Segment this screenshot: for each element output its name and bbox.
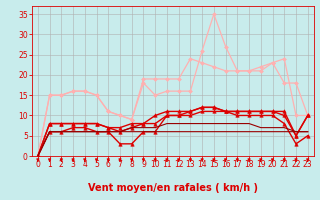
- X-axis label: Vent moyen/en rafales ( km/h ): Vent moyen/en rafales ( km/h ): [88, 183, 258, 193]
